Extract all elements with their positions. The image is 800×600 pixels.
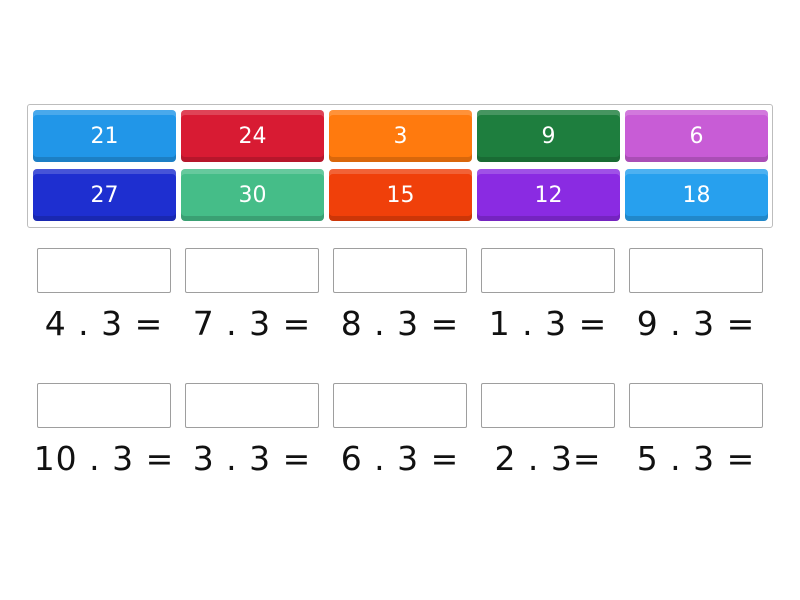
answer-tile[interactable]: 3 [329,110,472,162]
drop-box[interactable] [333,383,467,428]
answer-tile[interactable]: 15 [329,169,472,221]
drop-box[interactable] [481,248,615,293]
answer-tile[interactable]: 27 [33,169,176,221]
question-label: 10 . 3 = [33,439,175,478]
answer-tile[interactable]: 12 [477,169,620,221]
answer-tile[interactable]: 24 [181,110,324,162]
drop-box[interactable] [185,248,319,293]
answer-tile[interactable]: 6 [625,110,768,162]
drop-box[interactable] [37,248,171,293]
drop-box[interactable] [481,383,615,428]
question-label: 6 . 3 = [340,439,460,478]
answer-tile[interactable]: 21 [33,110,176,162]
question-label: 3 . 3 = [192,439,312,478]
drop-box[interactable] [333,248,467,293]
question-label: 7 . 3 = [192,304,312,343]
drop-box[interactable] [629,383,763,428]
drop-box[interactable] [37,383,171,428]
answer-tile[interactable]: 9 [477,110,620,162]
question-label: 8 . 3 = [340,304,460,343]
question-label: 2 . 3= [494,439,602,478]
answer-tile[interactable]: 18 [625,169,768,221]
question-label: 1 . 3 = [488,304,608,343]
question-label: 5 . 3 = [636,439,756,478]
drop-box[interactable] [629,248,763,293]
answer-tray: 21 24 3 9 6 27 30 15 12 18 [27,104,773,228]
question-label: 9 . 3 = [636,304,756,343]
drop-box[interactable] [185,383,319,428]
answer-tile[interactable]: 30 [181,169,324,221]
question-label: 4 . 3 = [44,304,164,343]
